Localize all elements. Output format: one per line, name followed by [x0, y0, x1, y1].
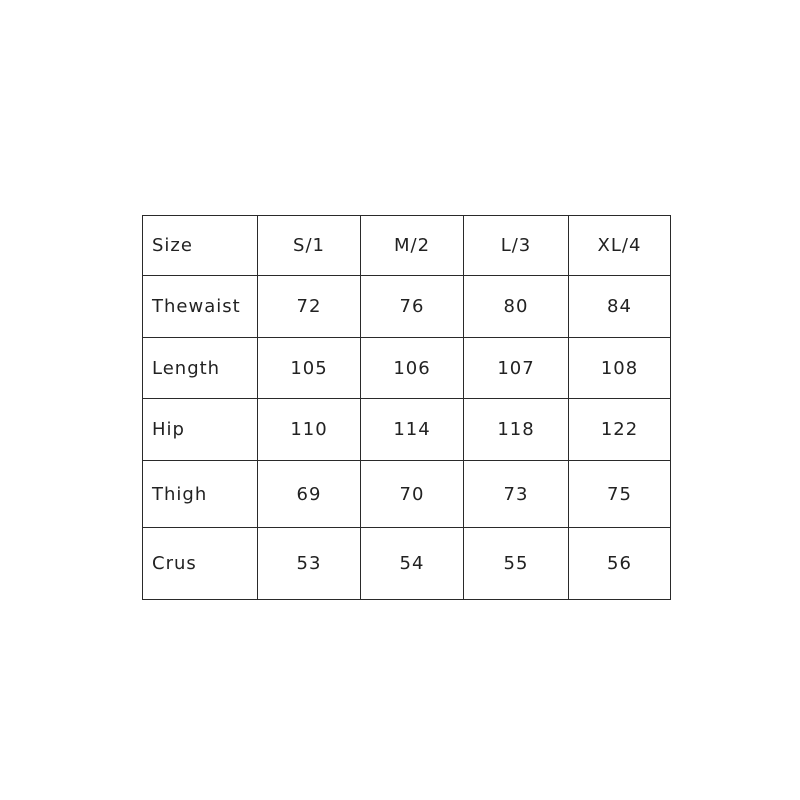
table-row: Length 105 106 107 108: [142, 337, 671, 399]
value-cell: 80: [463, 275, 569, 338]
value-cell: 106: [360, 337, 464, 399]
row-label: Crus: [142, 527, 258, 600]
value-cell: 118: [463, 398, 569, 461]
header-cell: M/2: [360, 215, 464, 276]
row-label: Size: [142, 215, 258, 276]
value-cell: 73: [463, 460, 569, 528]
value-cell: 72: [257, 275, 361, 338]
size-table: Size S/1 M/2 L/3 XL/4 Thewaist 72 76 80 84 Length 1…: [142, 215, 671, 600]
row-label: Thewaist: [142, 275, 258, 338]
value-cell: 56: [568, 527, 671, 600]
table-row: Thigh 69 70 73 75: [142, 460, 671, 528]
value-cell: 55: [463, 527, 569, 600]
header-cell: XL/4: [568, 215, 671, 276]
table-row: Hip 110 114 118 122: [142, 398, 671, 461]
value-cell: 75: [568, 460, 671, 528]
row-label: Hip: [142, 398, 258, 461]
value-cell: 69: [257, 460, 361, 528]
value-cell: 54: [360, 527, 464, 600]
row-label: Length: [142, 337, 258, 399]
value-cell: 76: [360, 275, 464, 338]
value-cell: 70: [360, 460, 464, 528]
header-cell: S/1: [257, 215, 361, 276]
table-row: Thewaist 72 76 80 84: [142, 275, 671, 338]
value-cell: 53: [257, 527, 361, 600]
row-label: Thigh: [142, 460, 258, 528]
value-cell: 107: [463, 337, 569, 399]
header-cell: L/3: [463, 215, 569, 276]
value-cell: 122: [568, 398, 671, 461]
value-cell: 114: [360, 398, 464, 461]
value-cell: 105: [257, 337, 361, 399]
header-row: Size S/1 M/2 L/3 XL/4: [142, 215, 671, 276]
table-row: Crus 53 54 55 56: [142, 527, 671, 600]
value-cell: 108: [568, 337, 671, 399]
value-cell: 110: [257, 398, 361, 461]
value-cell: 84: [568, 275, 671, 338]
